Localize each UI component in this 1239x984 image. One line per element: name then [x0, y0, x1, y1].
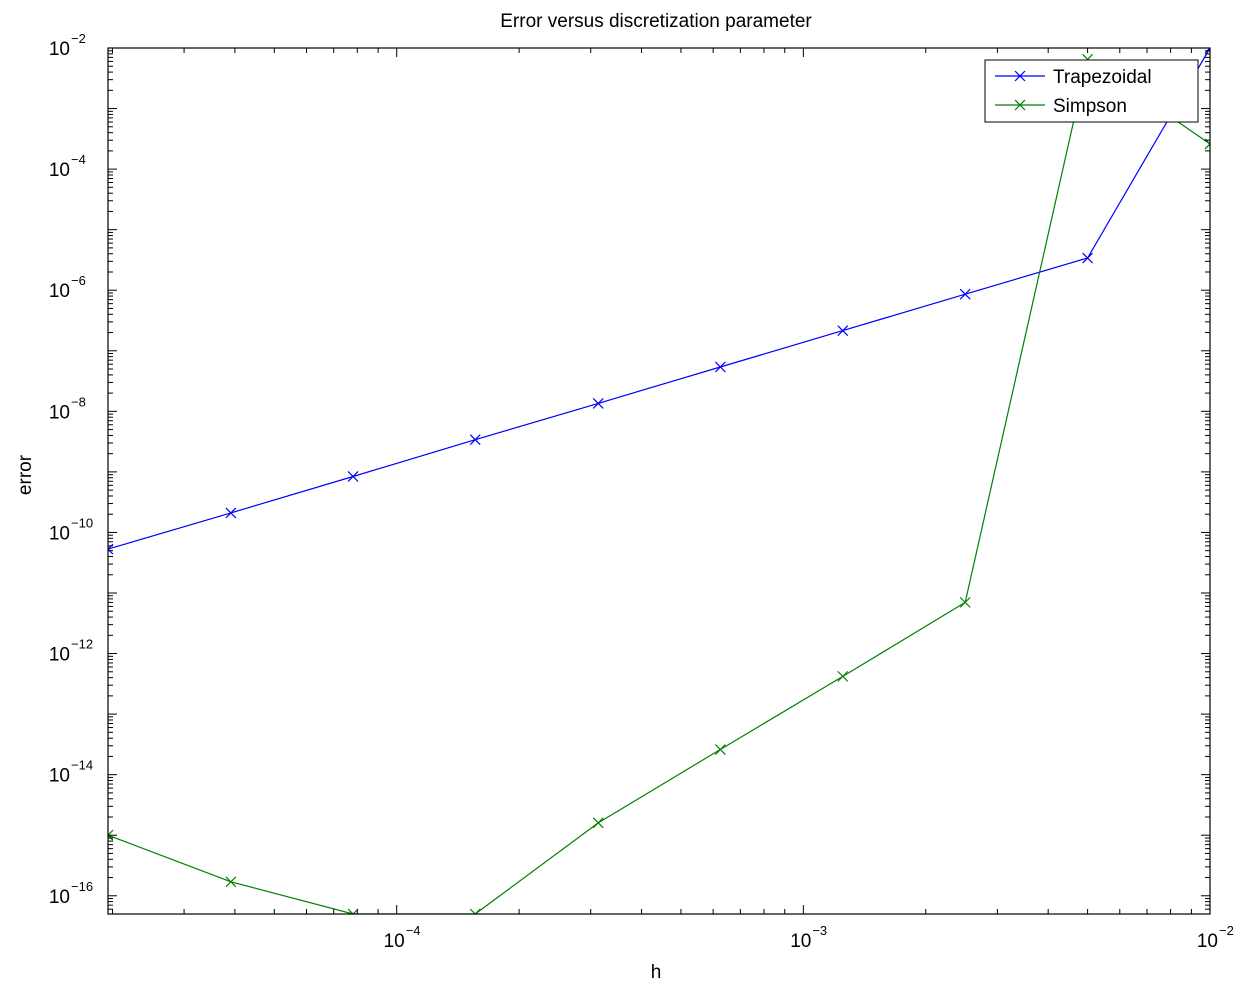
- axis-ticks: 10−410−310−210−1610−1410−1210−1010−810−6…: [49, 31, 1234, 952]
- legend-label-simpson: Simpson: [1053, 96, 1127, 117]
- x-tick-label-exponent: −2: [1219, 923, 1234, 938]
- x-tick-label-exponent: −3: [812, 923, 827, 938]
- data-point-simpson-6: [837, 670, 849, 682]
- y-tick-label: 10: [49, 160, 70, 181]
- y-tick-label-exponent: −14: [71, 758, 93, 773]
- y-tick-label-exponent: −2: [71, 31, 86, 46]
- y-tick-label-exponent: −4: [71, 152, 86, 167]
- data-point-trapezoidal-4: [592, 398, 604, 409]
- plot-frame: [107, 47, 1211, 915]
- data-point-simpson-7: [959, 596, 971, 608]
- y-axis-label: error: [15, 454, 36, 495]
- legend: Trapezoidal Simpson: [984, 59, 1199, 123]
- legend-label-trapezoidal: Trapezoidal: [1053, 67, 1152, 88]
- y-tick-label: 10: [49, 523, 70, 544]
- y-tick-label-exponent: −10: [71, 515, 93, 530]
- data-point-simpson-0: [108, 829, 114, 841]
- data-point-trapezoidal-2: [347, 471, 359, 482]
- legend-entry-trapezoidal: Trapezoidal: [995, 67, 1152, 88]
- data-point-simpson-2: [347, 908, 359, 914]
- y-tick-label: 10: [49, 645, 70, 666]
- y-tick-label: 10: [49, 39, 70, 60]
- legend-entry-simpson: Simpson: [995, 96, 1127, 117]
- data-point-simpson-5: [714, 744, 726, 755]
- plot-series: [108, 48, 1210, 914]
- x-axis-label: h: [651, 962, 662, 983]
- data-point-trapezoidal-1: [225, 507, 237, 519]
- data-point-trapezoidal-7: [959, 288, 971, 300]
- data-point-trapezoidal-5: [714, 361, 726, 373]
- y-tick-label-exponent: −6: [71, 273, 86, 288]
- y-tick-label: 10: [49, 281, 70, 302]
- legend-box: [984, 59, 1199, 123]
- data-point-trapezoidal-9: [1204, 48, 1210, 54]
- data-point-simpson-4: [592, 817, 604, 829]
- series-line-trapezoidal: [108, 48, 1210, 550]
- x-tick-label-exponent: −4: [406, 923, 421, 938]
- x-tick-label: 10: [790, 931, 811, 952]
- y-tick-label: 10: [49, 887, 70, 908]
- data-point-simpson-3: [469, 908, 481, 914]
- data-point-trapezoidal-6: [837, 325, 849, 337]
- data-point-simpson-1: [225, 876, 237, 888]
- y-tick-label-exponent: −8: [71, 394, 86, 409]
- y-tick-label: 10: [49, 402, 70, 423]
- x-tick-label: 10: [1197, 931, 1218, 952]
- chart-title: Error versus discretization parameter: [500, 11, 812, 32]
- x-tick-label: 10: [384, 931, 405, 952]
- y-tick-label-exponent: −12: [71, 637, 93, 652]
- data-point-trapezoidal-8: [1082, 252, 1094, 264]
- y-tick-label-exponent: −16: [71, 879, 93, 894]
- series-line-simpson: [108, 58, 1210, 914]
- data-point-trapezoidal-3: [469, 434, 481, 446]
- y-tick-label: 10: [49, 766, 70, 787]
